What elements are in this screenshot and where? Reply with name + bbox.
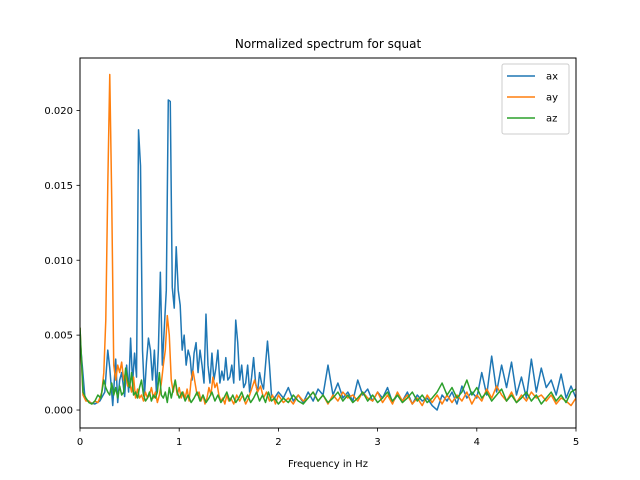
- legend-label-ay: ay: [546, 93, 558, 104]
- legend-label-ax: ax: [546, 72, 558, 83]
- x-tick-label: 3: [374, 437, 380, 448]
- chart-title: Normalized spectrum for squat: [235, 37, 422, 51]
- y-tick-label: 0.000: [44, 406, 73, 417]
- x-tick-label: 5: [573, 437, 579, 448]
- plot-frame: [79, 57, 577, 429]
- ticks-layer: 0 1 2 3 4 5 0.000 0.005 0.010 0.015 0.020: [44, 106, 579, 448]
- series-line-ax: [80, 99, 576, 411]
- y-tick-label: 0.005: [44, 331, 73, 342]
- series-layer: [80, 73, 576, 411]
- y-tick-label: 0.020: [44, 106, 73, 117]
- x-tick-label: 2: [275, 437, 281, 448]
- legend-label-az: az: [546, 114, 557, 125]
- x-tick-label: 1: [176, 437, 182, 448]
- x-tick-label: 4: [474, 437, 480, 448]
- y-tick-label: 0.015: [44, 181, 73, 192]
- x-tick-label: 0: [77, 437, 83, 448]
- y-tick-label: 0.010: [44, 256, 73, 267]
- series-line-az: [80, 327, 576, 405]
- x-axis-label: Frequency in Hz: [288, 459, 368, 470]
- legend: ax ay az: [501, 63, 570, 135]
- legend-box: [501, 63, 570, 135]
